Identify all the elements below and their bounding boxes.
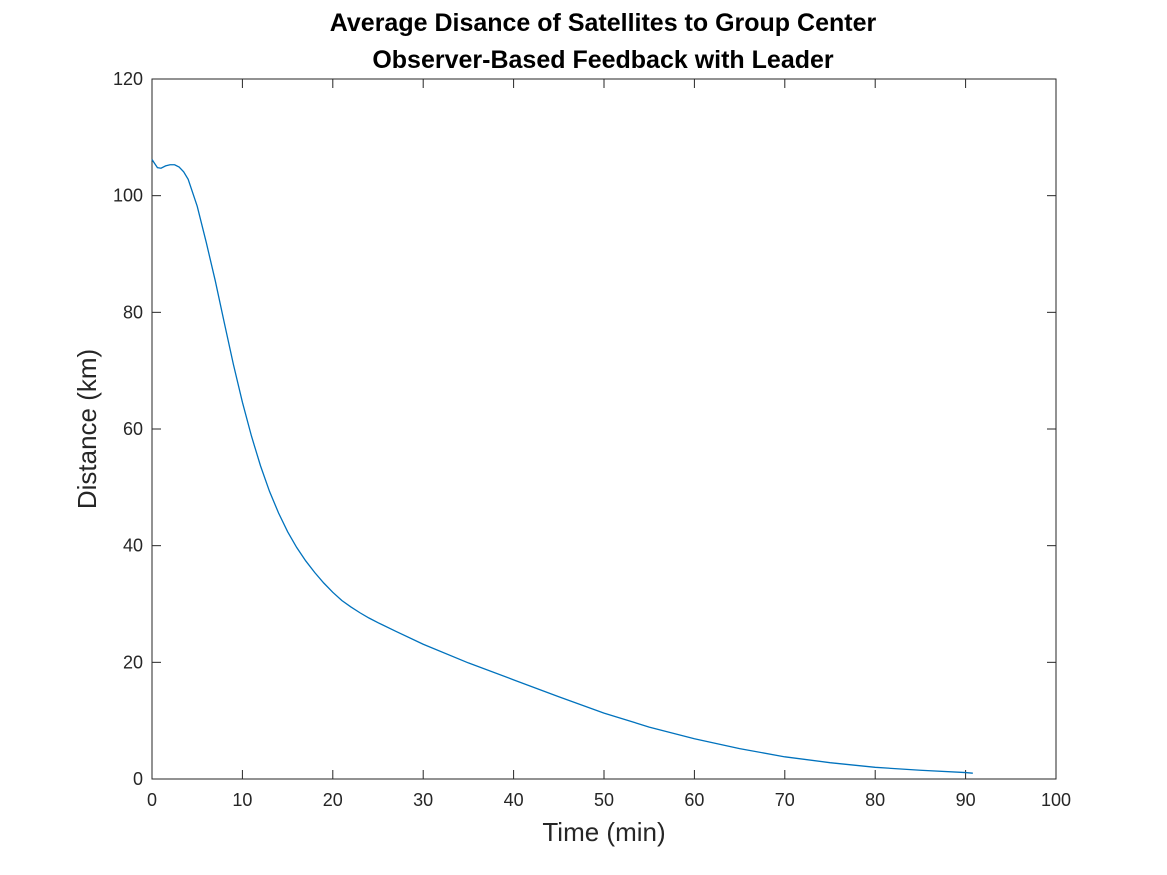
y-axis-label: Distance (km) xyxy=(72,349,102,509)
x-tick-label: 30 xyxy=(413,790,433,810)
y-tick-label: 100 xyxy=(113,186,143,206)
y-tick-label: 60 xyxy=(123,419,143,439)
x-tick-label: 10 xyxy=(232,790,252,810)
x-tick-label: 100 xyxy=(1041,790,1071,810)
x-tick-label: 80 xyxy=(865,790,885,810)
x-tick-label: 90 xyxy=(956,790,976,810)
x-tick-label: 0 xyxy=(147,790,157,810)
y-tick-label: 120 xyxy=(113,69,143,89)
x-tick-label: 70 xyxy=(775,790,795,810)
y-tick-label: 40 xyxy=(123,536,143,556)
y-tick-label: 0 xyxy=(133,769,143,789)
plot-area xyxy=(151,78,1057,780)
chart-subtitle: Observer-Based Feedback with Leader xyxy=(372,46,834,74)
x-tick-label: 50 xyxy=(594,790,614,810)
x-axis-label: Time (min) xyxy=(542,817,665,847)
x-tick-label: 20 xyxy=(323,790,343,810)
x-tick-label: 60 xyxy=(684,790,704,810)
chart-title: Average Disance of Satellites to Group C… xyxy=(330,9,877,37)
y-tick-label: 20 xyxy=(123,652,143,672)
x-axis: 0 10 20 30 40 50 60 70 80 90 100 xyxy=(147,79,1071,810)
distance-series-line xyxy=(151,159,973,774)
y-axis: 0 20 40 60 80 100 120 xyxy=(113,69,1056,789)
x-tick-label: 40 xyxy=(504,790,524,810)
y-tick-label: 80 xyxy=(123,302,143,322)
